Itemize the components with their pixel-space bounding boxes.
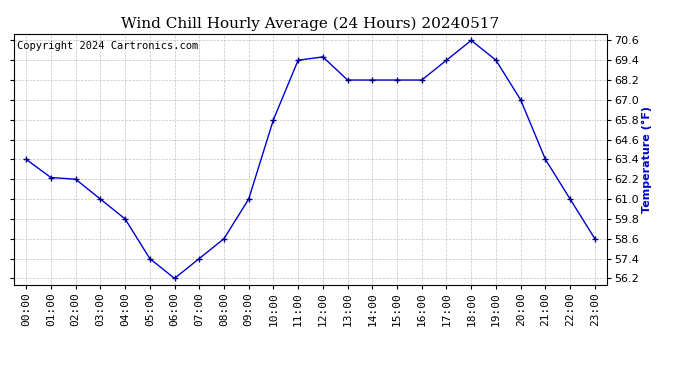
Text: Copyright 2024 Cartronics.com: Copyright 2024 Cartronics.com [17, 41, 198, 51]
Y-axis label: Temperature (°F): Temperature (°F) [642, 106, 652, 213]
Title: Wind Chill Hourly Average (24 Hours) 20240517: Wind Chill Hourly Average (24 Hours) 202… [121, 17, 500, 31]
